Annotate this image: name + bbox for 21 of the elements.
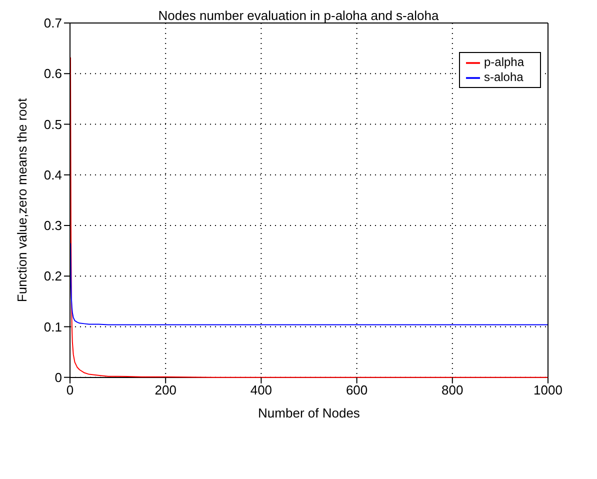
chart-title: Nodes number evaluation in p-aloha and s-aloha [158, 8, 439, 23]
line-series [70, 242, 548, 326]
x-tick-label: 400 [250, 382, 272, 398]
y-tick-label: 0.3 [44, 218, 62, 234]
x-tick-label: 1000 [534, 382, 562, 398]
x-tick-label: 0 [66, 382, 74, 398]
y-tick-label: 0.7 [44, 16, 62, 31]
line-series [70, 56, 548, 378]
y-tick-label: 0.4 [44, 167, 62, 182]
y-tick-label: 0.1 [44, 319, 62, 334]
x-tick-label: 800 [442, 382, 464, 398]
y-tick-label: 0.2 [44, 268, 62, 284]
y-axis-title: Function value,zero means the root [14, 98, 30, 302]
x-tick-label: 200 [154, 382, 176, 398]
x-tick-label: 600 [346, 382, 368, 398]
legend-label: p-alpha [484, 55, 524, 69]
x-axis-title: Number of Nodes [258, 405, 360, 420]
y-tick-label: 0.5 [44, 116, 62, 132]
y-tick-label: 0 [54, 370, 62, 385]
legend-label: s-aloha [484, 70, 524, 84]
y-tick-label: 0.6 [44, 66, 62, 82]
